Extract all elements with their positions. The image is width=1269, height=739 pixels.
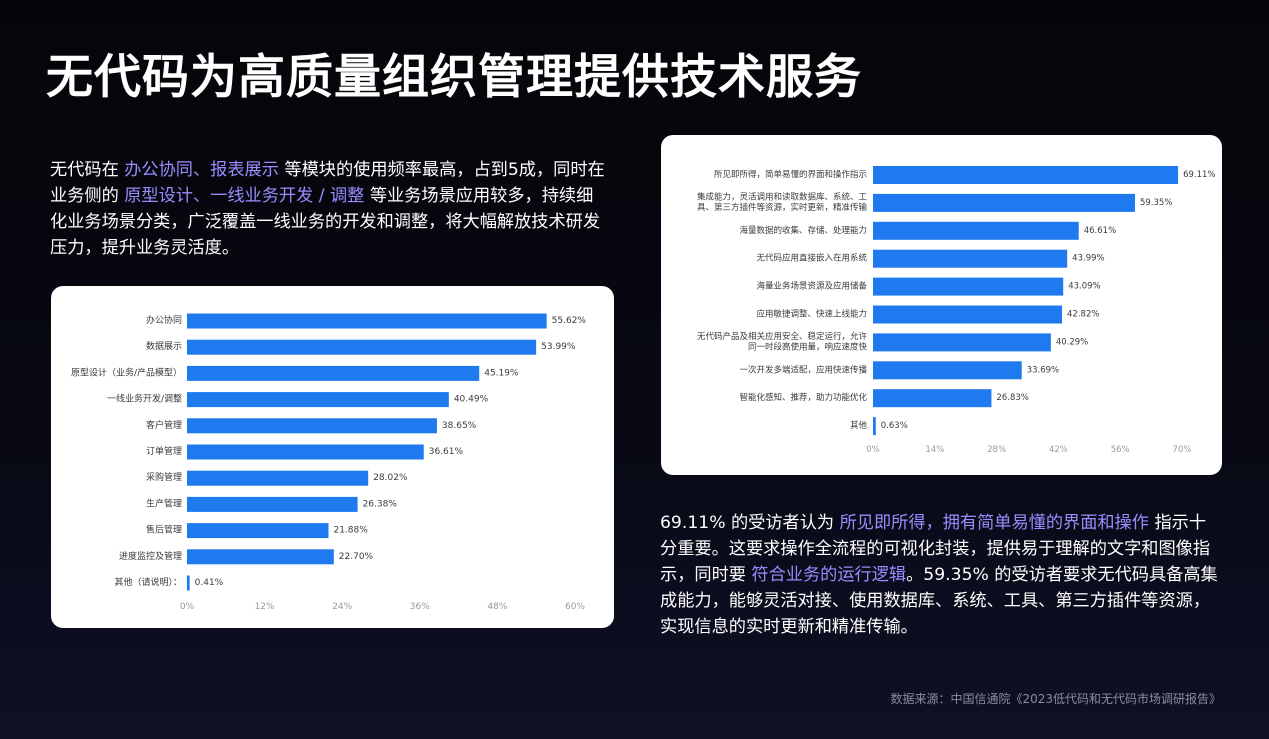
value-label: 53.99% bbox=[541, 342, 576, 352]
bar bbox=[187, 470, 369, 486]
finding-text: 指示十分重要。这要求操作全流程的可视化封装，提供易于理解的文字和图像指示，同时要 bbox=[660, 513, 1211, 585]
category-label: 无代码产品及相关应用安全、稳定运行，允许 bbox=[697, 331, 868, 342]
x-tick-label: 12% bbox=[255, 602, 275, 612]
source-note: 数据来源：中国信通院《2023低代码和无代码市场调研报告》 bbox=[890, 692, 1221, 706]
category-label: 具、第三方插件等资源，实时更新，精准传输 bbox=[697, 202, 868, 213]
value-label: 40.49% bbox=[454, 395, 489, 405]
intro-text: 等业务场景应用较多，持续细化业务场景分类，广泛覆盖一线业务的开发和调整，将大幅解… bbox=[50, 186, 601, 258]
bar bbox=[873, 249, 1068, 268]
category-label: 智能化感知、推荐，助力功能优化 bbox=[739, 392, 867, 403]
category-label: 数据展示 bbox=[146, 340, 182, 352]
value-label: 55.62% bbox=[552, 316, 587, 326]
intro-text: 等模块的使用频率最高，占到5成，同时在业务侧的 bbox=[50, 160, 605, 206]
value-label: 0.41% bbox=[195, 578, 224, 588]
capability-bar-chart: 所见即所得，简单易懂的界面和操作指示 69.11% 集成能力，灵活调用和读取数据库、… bbox=[697, 166, 1215, 455]
value-label: 46.61% bbox=[1084, 226, 1116, 236]
category-label: 集成能力，灵活调用和读取数据库、系统、工 bbox=[697, 192, 868, 203]
x-tick-label: 0% bbox=[866, 445, 880, 455]
value-label: 36.61% bbox=[429, 447, 464, 457]
category-label: 办公协同 bbox=[146, 314, 182, 326]
bar bbox=[873, 277, 1064, 296]
bar bbox=[873, 389, 992, 408]
value-label: 69.11% bbox=[1183, 170, 1215, 180]
category-label: 其他 bbox=[850, 420, 868, 431]
category-label: 海量业务场景资源及应用储备 bbox=[756, 281, 867, 292]
category-label: 同一时段高使用量，响应速度快 bbox=[748, 342, 868, 353]
x-tick-label: 60% bbox=[565, 602, 585, 612]
x-tick-label: 0% bbox=[180, 602, 195, 612]
value-label: 42.82% bbox=[1067, 310, 1099, 320]
category-label: 应用敏捷调整、快速上线能力 bbox=[756, 309, 867, 320]
x-tick-label: 70% bbox=[1173, 445, 1192, 455]
x-tick-label: 48% bbox=[487, 602, 507, 612]
value-label: 26.38% bbox=[363, 499, 398, 509]
category-label: 原型设计（业务/产品模型） bbox=[71, 366, 182, 378]
x-tick-label: 36% bbox=[410, 602, 430, 612]
x-tick-label: 24% bbox=[332, 602, 352, 612]
value-label: 21.88% bbox=[333, 526, 368, 536]
value-label: 26.83% bbox=[996, 393, 1028, 403]
category-label: 其他（请说明）： bbox=[114, 576, 182, 588]
finding-highlight: 符合业务的运行逻辑 bbox=[751, 565, 907, 585]
x-tick-label: 42% bbox=[1049, 445, 1068, 455]
value-label: 59.35% bbox=[1140, 198, 1172, 208]
x-tick-label: 56% bbox=[1111, 445, 1130, 455]
finding-text: 。59.35% 的受访者要求无代码具备高集成能力，能够灵活对接、使用数据库、系统… bbox=[660, 565, 1218, 637]
value-label: 43.09% bbox=[1068, 282, 1100, 292]
bar bbox=[873, 361, 1022, 380]
category-label: 采购管理 bbox=[146, 471, 182, 483]
bar bbox=[873, 305, 1063, 324]
page-title: 无代码为高质量组织管理提供技术服务 bbox=[46, 50, 862, 105]
bar bbox=[187, 365, 480, 381]
bar bbox=[187, 444, 424, 460]
value-label: 45.19% bbox=[484, 368, 519, 378]
usage-module-chart-card: 办公协同 55.62% 数据展示 53.99% 原型设计（业务/产品模型） 45.19% 一… bbox=[51, 286, 614, 628]
category-label: 一线业务开发/调整 bbox=[107, 393, 182, 405]
category-label: 所见即所得，简单易懂的界面和操作指示 bbox=[714, 169, 867, 180]
bar bbox=[187, 418, 437, 434]
bar bbox=[187, 339, 537, 355]
intro-highlight: 办公协同、报表展示 bbox=[124, 160, 279, 180]
bar bbox=[873, 417, 876, 436]
bar bbox=[187, 392, 449, 408]
finding-text: 69.11% 的受访者认为 bbox=[660, 513, 840, 533]
bar bbox=[873, 166, 1179, 184]
value-label: 0.63% bbox=[881, 421, 908, 431]
category-label: 订单管理 bbox=[146, 445, 182, 457]
intro-text: 无代码在 bbox=[50, 160, 125, 180]
category-label: 海量数据的收集、存储、处理能力 bbox=[739, 225, 867, 236]
bar bbox=[873, 193, 1135, 212]
x-tick-label: 14% bbox=[925, 445, 944, 455]
bar bbox=[187, 313, 547, 329]
value-label: 40.29% bbox=[1056, 337, 1088, 347]
bar bbox=[873, 333, 1051, 352]
intro-highlight: 原型设计、一线业务开发 / 调整 bbox=[124, 186, 365, 206]
intro-paragraph: 无代码在 办公协同、报表展示 等模块的使用频率最高，占到5成，同时在业务侧的 原… bbox=[50, 157, 610, 261]
bar bbox=[187, 523, 329, 539]
category-label: 客户管理 bbox=[146, 419, 182, 431]
category-label: 无代码应用直接嵌入在用系统 bbox=[756, 253, 867, 264]
finding-paragraph: 69.11% 的受访者认为 所见即所得，拥有简单易懂的界面和操作 指示十分重要。… bbox=[660, 510, 1220, 640]
bar bbox=[187, 575, 190, 591]
usage-module-bar-chart: 办公协同 55.62% 数据展示 53.99% 原型设计（业务/产品模型） 45.19% 一… bbox=[71, 313, 587, 612]
finding-highlight: 所见即所得，拥有简单易懂的界面和操作 bbox=[839, 513, 1149, 533]
category-label: 生产管理 bbox=[146, 497, 182, 509]
value-label: 33.69% bbox=[1027, 365, 1059, 375]
x-tick-label: 28% bbox=[987, 445, 1006, 455]
bar bbox=[187, 549, 334, 565]
capability-chart-card: 所见即所得，简单易懂的界面和操作指示 69.11% 集成能力，灵活调用和读取数据库、… bbox=[661, 135, 1222, 475]
category-label: 一次开发多端适配，应用快速传播 bbox=[739, 364, 867, 375]
bar bbox=[873, 221, 1079, 240]
value-label: 28.02% bbox=[373, 473, 408, 483]
category-label: 售后管理 bbox=[146, 524, 182, 536]
value-label: 22.70% bbox=[339, 552, 374, 562]
bar bbox=[187, 496, 358, 512]
category-label: 进度监控及管理 bbox=[119, 550, 182, 562]
value-label: 38.65% bbox=[442, 421, 477, 431]
value-label: 43.99% bbox=[1072, 254, 1104, 264]
